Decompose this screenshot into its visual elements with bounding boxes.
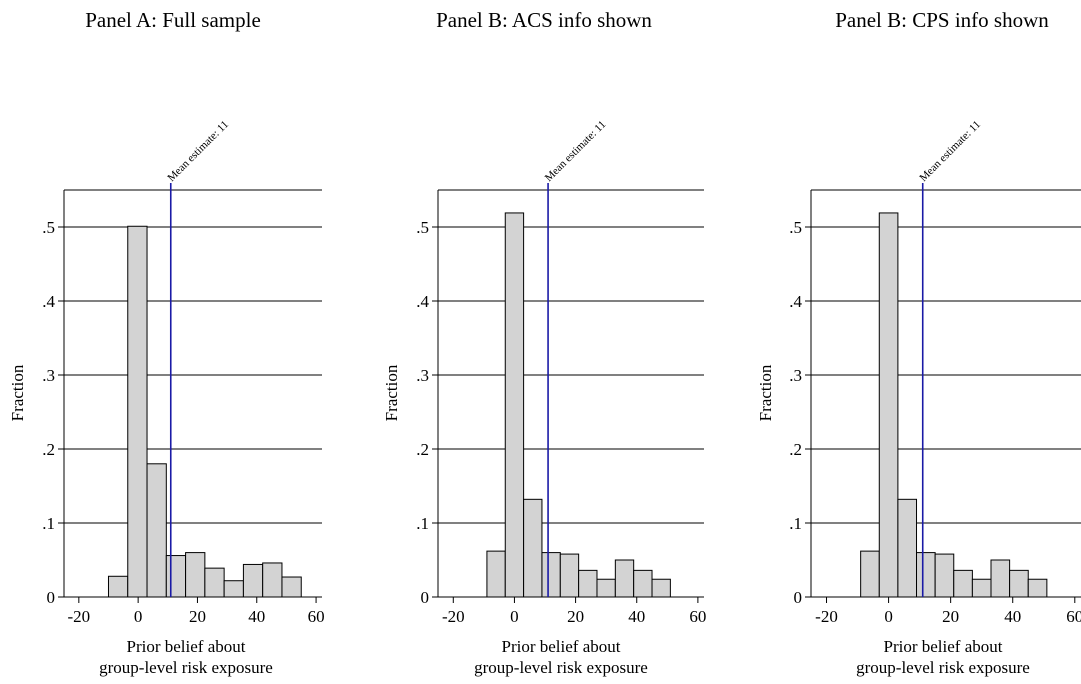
x-axis-label-line2: group-level risk exposure xyxy=(474,658,648,677)
panel-b-acs: Panel B: ACS info shown Fraction Prior b… xyxy=(382,8,706,677)
histogram-bar xyxy=(878,212,899,598)
x-tick-label: 20 xyxy=(567,607,584,626)
y-tick-label: .5 xyxy=(42,218,55,237)
x-tick-label: 60 xyxy=(1066,607,1081,626)
mean-estimate-label: Mean estimate: 11 xyxy=(917,118,983,184)
y-axis-label: Fraction xyxy=(756,364,775,421)
x-tick-label: 40 xyxy=(248,607,265,626)
y-tick-label: 0 xyxy=(47,588,56,607)
y-tick-label: .1 xyxy=(42,514,55,533)
histogram-bar xyxy=(242,563,264,598)
histogram-bar xyxy=(916,552,936,598)
x-tick-label: 0 xyxy=(134,607,143,626)
y-tick-label: .4 xyxy=(416,292,429,311)
panel-title: Panel A: Full sample xyxy=(85,8,261,32)
x-tick-label: 20 xyxy=(942,607,959,626)
histogram-bar xyxy=(523,498,543,598)
x-axis-label-line2: group-level risk exposure xyxy=(856,658,1030,677)
panel-b-cps: Panel B: CPS info shown Fraction Prior b… xyxy=(756,8,1081,677)
y-tick-label: .1 xyxy=(789,514,802,533)
plot-area: 0 .1 .2 .3 .4 .5 -20 0 20 40 60 Mean estimate: 11 xyxy=(789,118,1081,626)
y-tick-label: 0 xyxy=(421,588,430,607)
x-axis-label-line1: Prior belief about xyxy=(884,637,1003,656)
x-tick-label: -20 xyxy=(67,607,90,626)
y-tick-label: .4 xyxy=(42,292,55,311)
histogram-bar xyxy=(953,569,973,598)
panel-title: Panel B: CPS info shown xyxy=(835,8,1049,32)
y-tick-label: .3 xyxy=(416,366,429,385)
histogram-bar xyxy=(614,559,635,598)
histogram-bar xyxy=(633,569,653,598)
y-tick-label: .3 xyxy=(789,366,802,385)
y-axis-label: Fraction xyxy=(382,364,401,421)
mean-estimate-label: Mean estimate: 11 xyxy=(543,118,609,184)
histogram-bar xyxy=(860,550,880,598)
x-tick-label: 60 xyxy=(689,607,706,626)
histogram-bar xyxy=(185,552,206,598)
mean-estimate-label: Mean estimate: 11 xyxy=(165,118,231,184)
x-tick-label: 20 xyxy=(189,607,206,626)
y-tick-label: .4 xyxy=(789,292,802,311)
histogram-bar xyxy=(204,567,225,598)
y-tick-label: 0 xyxy=(794,588,803,607)
histogram-bar xyxy=(486,550,506,598)
y-axis-label: Fraction xyxy=(8,364,27,421)
histogram-bar xyxy=(934,553,955,598)
y-tick-label: .5 xyxy=(789,218,802,237)
plot-area: 0 .1 .2 .3 .4 .5 -20 0 20 40 60 Mean estimate: 11 xyxy=(416,118,706,626)
histogram-bar xyxy=(1009,569,1029,598)
histogram-bar xyxy=(262,562,283,598)
x-axis-label-line1: Prior belief about xyxy=(127,637,246,656)
histogram-bar xyxy=(596,578,616,598)
histogram-bar xyxy=(165,555,187,598)
x-axis-label-line2: group-level risk exposure xyxy=(99,658,273,677)
x-tick-label: 40 xyxy=(628,607,645,626)
histogram-bar xyxy=(559,553,580,598)
panel-title: Panel B: ACS info shown xyxy=(436,8,652,32)
x-tick-label: 60 xyxy=(308,607,325,626)
histogram-bar xyxy=(541,552,561,598)
y-tick-label: .1 xyxy=(416,514,429,533)
x-axis-label-line1: Prior belief about xyxy=(502,637,621,656)
y-tick-label: .2 xyxy=(789,440,802,459)
histogram-bar xyxy=(281,576,302,598)
x-tick-label: 40 xyxy=(1004,607,1021,626)
panel-a: Panel A: Full sample Fraction Prior beli… xyxy=(8,8,325,677)
y-tick-label: .2 xyxy=(416,440,429,459)
histogram-bar xyxy=(146,463,167,598)
y-tick-label: .3 xyxy=(42,366,55,385)
x-tick-label: 0 xyxy=(884,607,893,626)
plot-area: 0 .1 .2 .3 .4 .5 -20 0 20 40 60 Mean estimate: 11 xyxy=(42,118,324,626)
histogram-bar xyxy=(971,578,992,598)
x-tick-label: 0 xyxy=(510,607,519,626)
x-tick-label: -20 xyxy=(815,607,838,626)
histogram-bar xyxy=(897,498,918,598)
histogram-bar xyxy=(1027,578,1048,598)
y-tick-label: .2 xyxy=(42,440,55,459)
histogram-bar xyxy=(127,225,148,598)
histogram-bar xyxy=(107,575,129,598)
y-tick-label: .5 xyxy=(416,218,429,237)
histogram-bar xyxy=(223,580,244,598)
histogram-bar xyxy=(504,212,525,598)
histogram-bar xyxy=(578,569,598,598)
histogram-bar xyxy=(990,559,1011,598)
histogram-bar xyxy=(651,578,671,598)
x-tick-label: -20 xyxy=(442,607,465,626)
